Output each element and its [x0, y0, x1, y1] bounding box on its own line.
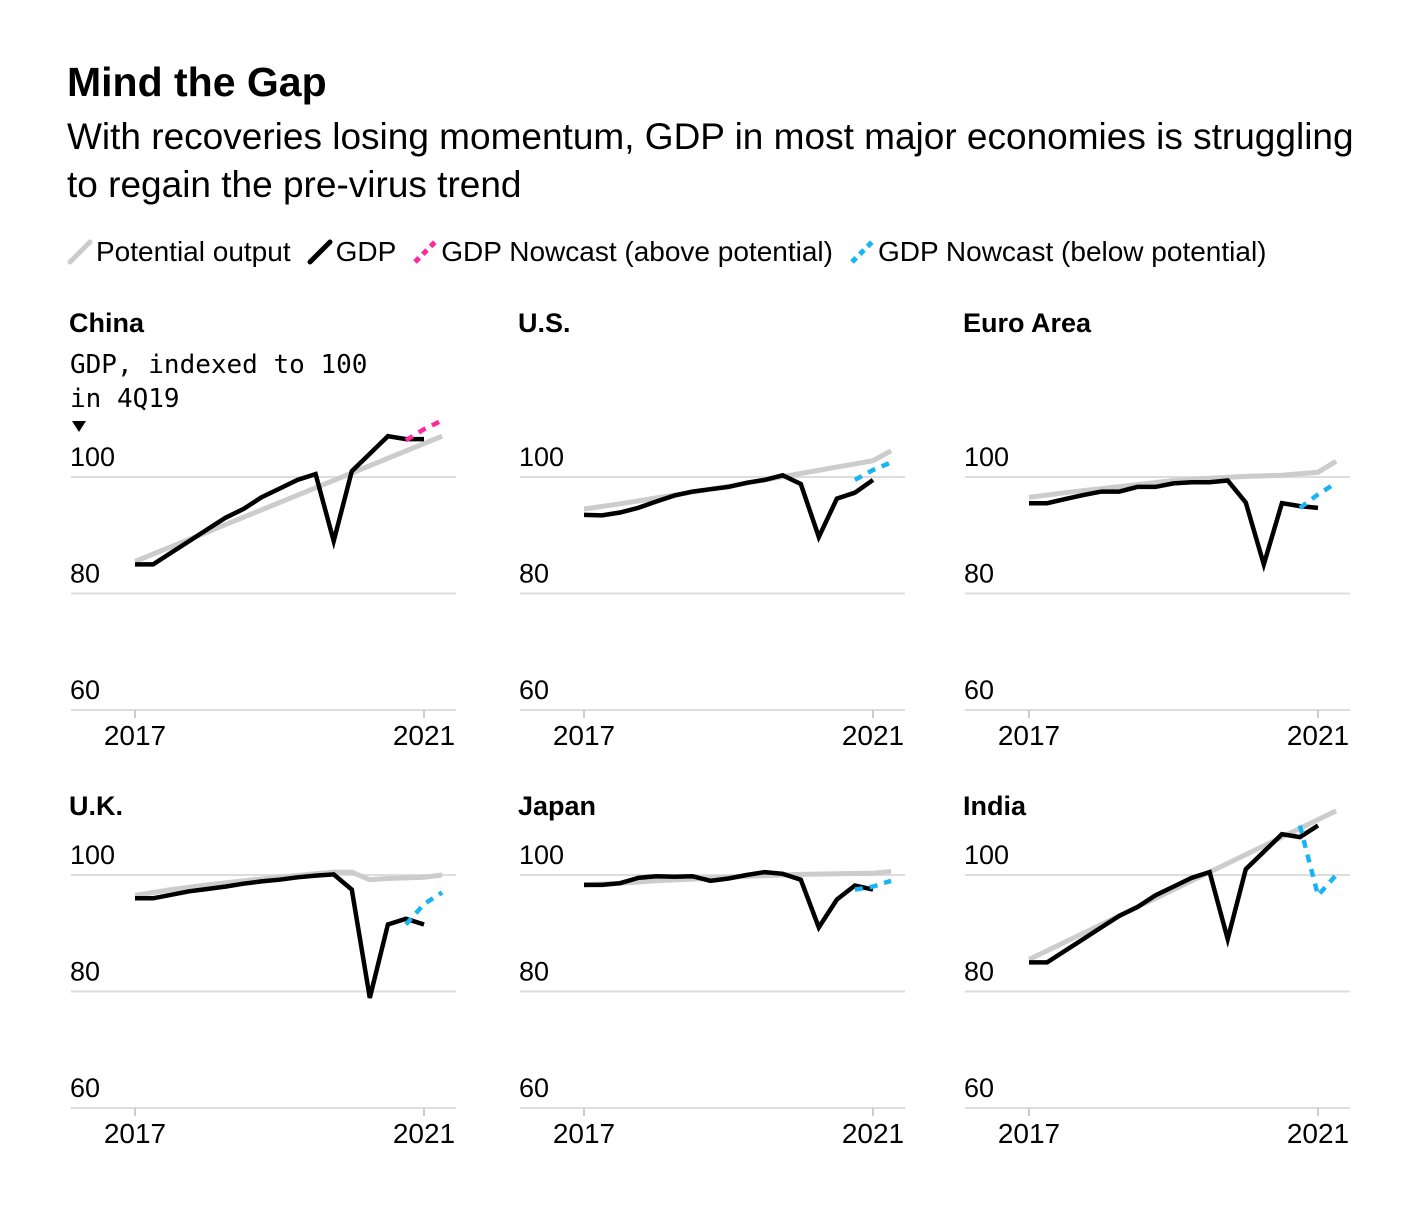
panel-japan: Japan 60 80 100 2017 2021: [518, 791, 905, 1149]
series-line-gdp-japan: [584, 869, 874, 933]
panel-title-euro-area: Euro Area: [963, 308, 1092, 338]
panel-u-k: U.K. 60 80 100 2017 2021: [69, 791, 456, 1149]
legend-item-gdp: GDP: [307, 236, 397, 268]
x-tick-label-2017: 2017: [998, 720, 1060, 751]
x-tick-label-2021: 2021: [842, 720, 904, 751]
y-tick-label-60: 60: [964, 1073, 994, 1103]
panel-title-india: India: [963, 791, 1027, 821]
series-line-gdp-india: [1029, 823, 1320, 965]
series-line-gdp-u-s: [583, 472, 875, 543]
panel-euro-area: Euro Area 60 80 100 2017 2021: [963, 308, 1350, 751]
series-line-gdp-nowcast-above-potential-china: [404, 418, 444, 443]
panel-title-u-k: U.K.: [69, 791, 123, 821]
y-tick-label-80: 80: [519, 957, 549, 987]
x-tick-label-2017: 2017: [998, 1118, 1060, 1149]
y-tick-label-80: 80: [519, 559, 549, 589]
y-tick-label-80: 80: [70, 559, 100, 589]
legend-label-nowcast-above: GDP Nowcast (above potential): [441, 236, 833, 267]
y-tick-label-100: 100: [519, 840, 564, 870]
y-tick-label-100: 100: [70, 442, 115, 472]
series-line-gdp-nowcast-below-potential-india: [1297, 824, 1338, 901]
chart-title: Mind the Gap: [67, 59, 327, 105]
series-line-potential-output-euro-area: [1028, 459, 1338, 500]
x-tick-label-2017: 2017: [553, 1118, 615, 1149]
y-tick-label-60: 60: [519, 675, 549, 705]
x-tick-label-2021: 2021: [842, 1118, 904, 1149]
series-line-potential-output-china: [134, 433, 444, 564]
x-tick-label-2021: 2021: [1287, 1118, 1349, 1149]
y-tick-label-100: 100: [70, 840, 115, 870]
legend-swatch-nowcast-above: [413, 240, 438, 264]
panel-china: China GDP, indexed to 100 in 4Q19 60 80 100 20…: [69, 308, 456, 751]
series-line-potential-output-india: [1027, 808, 1338, 962]
legend-swatch-gdp: [307, 239, 333, 265]
panel-title-u-s: U.S.: [518, 308, 571, 338]
series-line-gdp-nowcast-below-potential-euro-area: [1298, 480, 1338, 510]
legend-label-potential-output: Potential output: [96, 236, 291, 267]
y-tick-label-80: 80: [70, 957, 100, 987]
series-line-gdp-china: [135, 433, 424, 567]
x-tick-label-2017: 2017: [104, 720, 166, 751]
legend: Potential output GDP GDP Nowcast (above …: [67, 236, 1283, 268]
series-line-gdp-nowcast-below-potential-u-k: [404, 890, 444, 926]
y-tick-label-60: 60: [70, 1073, 100, 1103]
series-line-gdp-nowcast-below-potential-u-s: [853, 460, 892, 482]
series-line-gdp-nowcast-below-potential-japan: [854, 878, 892, 892]
series-line-potential-output-u-s: [583, 448, 893, 512]
y-tick-label-100: 100: [964, 840, 1009, 870]
y-tick-label-100: 100: [964, 442, 1009, 472]
annotation-arrow-icon: [72, 421, 86, 432]
panel-india: India 60 80 100 2017 2021: [963, 791, 1350, 1149]
legend-item-nowcast-above: GDP Nowcast (above potential): [412, 236, 833, 268]
x-tick-label-2021: 2021: [1287, 720, 1349, 751]
y-tick-label-60: 60: [70, 675, 100, 705]
x-tick-label-2017: 2017: [104, 1118, 166, 1149]
y-tick-label-60: 60: [519, 1073, 549, 1103]
axis-annotation-line-2: in 4Q19: [70, 384, 180, 414]
x-tick-label-2021: 2021: [393, 1118, 455, 1149]
y-tick-label-80: 80: [964, 559, 994, 589]
legend-item-nowcast-below: GDP Nowcast (below potential): [849, 236, 1267, 268]
y-tick-label-80: 80: [964, 957, 994, 987]
legend-label-gdp: GDP: [335, 236, 397, 267]
panel-title-china: China: [69, 308, 145, 338]
legend-item-potential-output: Potential output: [67, 236, 291, 268]
legend-swatch-nowcast-below: [850, 240, 874, 264]
x-tick-label-2017: 2017: [553, 720, 615, 751]
x-tick-label-2021: 2021: [393, 720, 455, 751]
panel-u-s: U.S. 60 80 100 2017 2021: [518, 308, 905, 751]
axis-annotation-line-1: GDP, indexed to 100: [70, 350, 367, 380]
y-tick-label-60: 60: [964, 675, 994, 705]
legend-swatch-potential-output: [67, 239, 93, 265]
panel-title-japan: Japan: [518, 791, 596, 821]
series-line-gdp-u-k: [135, 872, 425, 999]
y-tick-label-100: 100: [519, 442, 564, 472]
legend-label-nowcast-below: GDP Nowcast (below potential): [877, 236, 1267, 267]
chart-subtitle: With recoveries losing momentum, GDP in …: [67, 116, 1354, 205]
series-line-potential-output-u-k: [134, 869, 443, 898]
series-line-gdp-euro-area: [1029, 478, 1319, 573]
